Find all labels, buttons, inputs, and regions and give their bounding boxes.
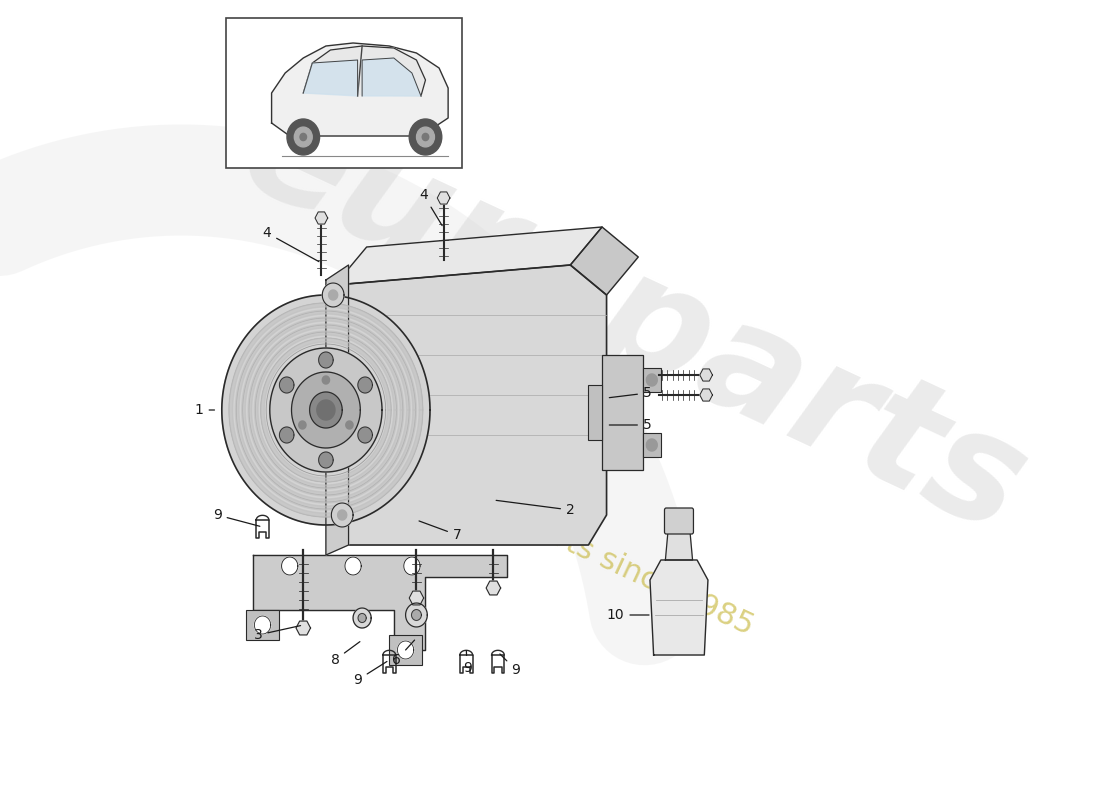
Polygon shape <box>326 265 349 555</box>
Circle shape <box>417 127 434 147</box>
Text: 9: 9 <box>463 650 472 675</box>
Polygon shape <box>486 581 500 595</box>
Polygon shape <box>345 421 353 429</box>
Polygon shape <box>279 427 294 443</box>
Circle shape <box>300 134 307 141</box>
Bar <box>642 433 661 457</box>
Polygon shape <box>406 603 427 627</box>
Polygon shape <box>570 227 638 295</box>
Text: europarts: europarts <box>220 74 1048 566</box>
Polygon shape <box>322 283 344 307</box>
Text: 3: 3 <box>254 626 300 642</box>
Polygon shape <box>666 530 693 560</box>
Polygon shape <box>304 60 358 96</box>
Polygon shape <box>700 369 713 381</box>
Text: 2: 2 <box>496 500 574 517</box>
Polygon shape <box>309 392 342 428</box>
Polygon shape <box>304 46 426 96</box>
Text: 7: 7 <box>419 521 462 542</box>
Text: 1: 1 <box>195 403 214 417</box>
Circle shape <box>409 119 442 155</box>
Polygon shape <box>700 389 713 401</box>
Text: 8: 8 <box>330 642 360 667</box>
Polygon shape <box>358 377 372 393</box>
Circle shape <box>422 134 429 141</box>
Polygon shape <box>235 310 417 510</box>
Polygon shape <box>315 212 328 224</box>
Polygon shape <box>317 400 336 420</box>
Polygon shape <box>296 621 310 635</box>
Text: 4: 4 <box>263 226 319 262</box>
Polygon shape <box>292 372 361 448</box>
Bar <box>389 635 422 665</box>
Circle shape <box>287 119 320 155</box>
Text: a passion for parts since 1985: a passion for parts since 1985 <box>328 419 758 641</box>
Polygon shape <box>647 439 657 451</box>
Text: 9: 9 <box>353 662 387 687</box>
Polygon shape <box>411 610 421 620</box>
Polygon shape <box>242 317 410 503</box>
Bar <box>246 610 278 640</box>
Polygon shape <box>279 377 294 393</box>
Text: 6: 6 <box>392 640 415 667</box>
Polygon shape <box>345 557 361 575</box>
Polygon shape <box>358 427 372 443</box>
Polygon shape <box>299 421 306 429</box>
Bar <box>227 18 462 168</box>
Text: 5: 5 <box>609 418 651 432</box>
Polygon shape <box>319 452 333 468</box>
Polygon shape <box>647 374 657 386</box>
Polygon shape <box>319 352 333 368</box>
Polygon shape <box>358 614 366 622</box>
Bar <box>588 385 602 440</box>
Polygon shape <box>229 303 422 517</box>
Polygon shape <box>397 641 414 659</box>
Circle shape <box>295 127 312 147</box>
Polygon shape <box>254 616 271 634</box>
Polygon shape <box>282 557 298 575</box>
Polygon shape <box>336 265 606 545</box>
Text: 9: 9 <box>499 654 520 677</box>
Polygon shape <box>438 192 450 204</box>
Polygon shape <box>362 58 421 96</box>
Polygon shape <box>222 295 430 525</box>
Polygon shape <box>650 560 708 655</box>
Polygon shape <box>249 324 404 496</box>
Polygon shape <box>261 338 392 482</box>
Polygon shape <box>331 503 353 527</box>
Polygon shape <box>329 290 338 300</box>
FancyBboxPatch shape <box>664 508 693 534</box>
Text: 4: 4 <box>419 188 442 226</box>
Polygon shape <box>404 557 420 575</box>
Text: 9: 9 <box>212 508 260 526</box>
Polygon shape <box>322 376 330 384</box>
Polygon shape <box>338 510 346 520</box>
Polygon shape <box>353 608 371 628</box>
Bar <box>602 355 642 470</box>
Polygon shape <box>253 555 507 650</box>
Polygon shape <box>336 227 602 285</box>
Polygon shape <box>272 43 448 136</box>
Text: 5: 5 <box>609 386 651 400</box>
Bar <box>642 368 661 392</box>
Polygon shape <box>270 348 382 472</box>
Polygon shape <box>254 331 397 489</box>
Text: 10: 10 <box>607 608 649 622</box>
Polygon shape <box>409 591 424 605</box>
